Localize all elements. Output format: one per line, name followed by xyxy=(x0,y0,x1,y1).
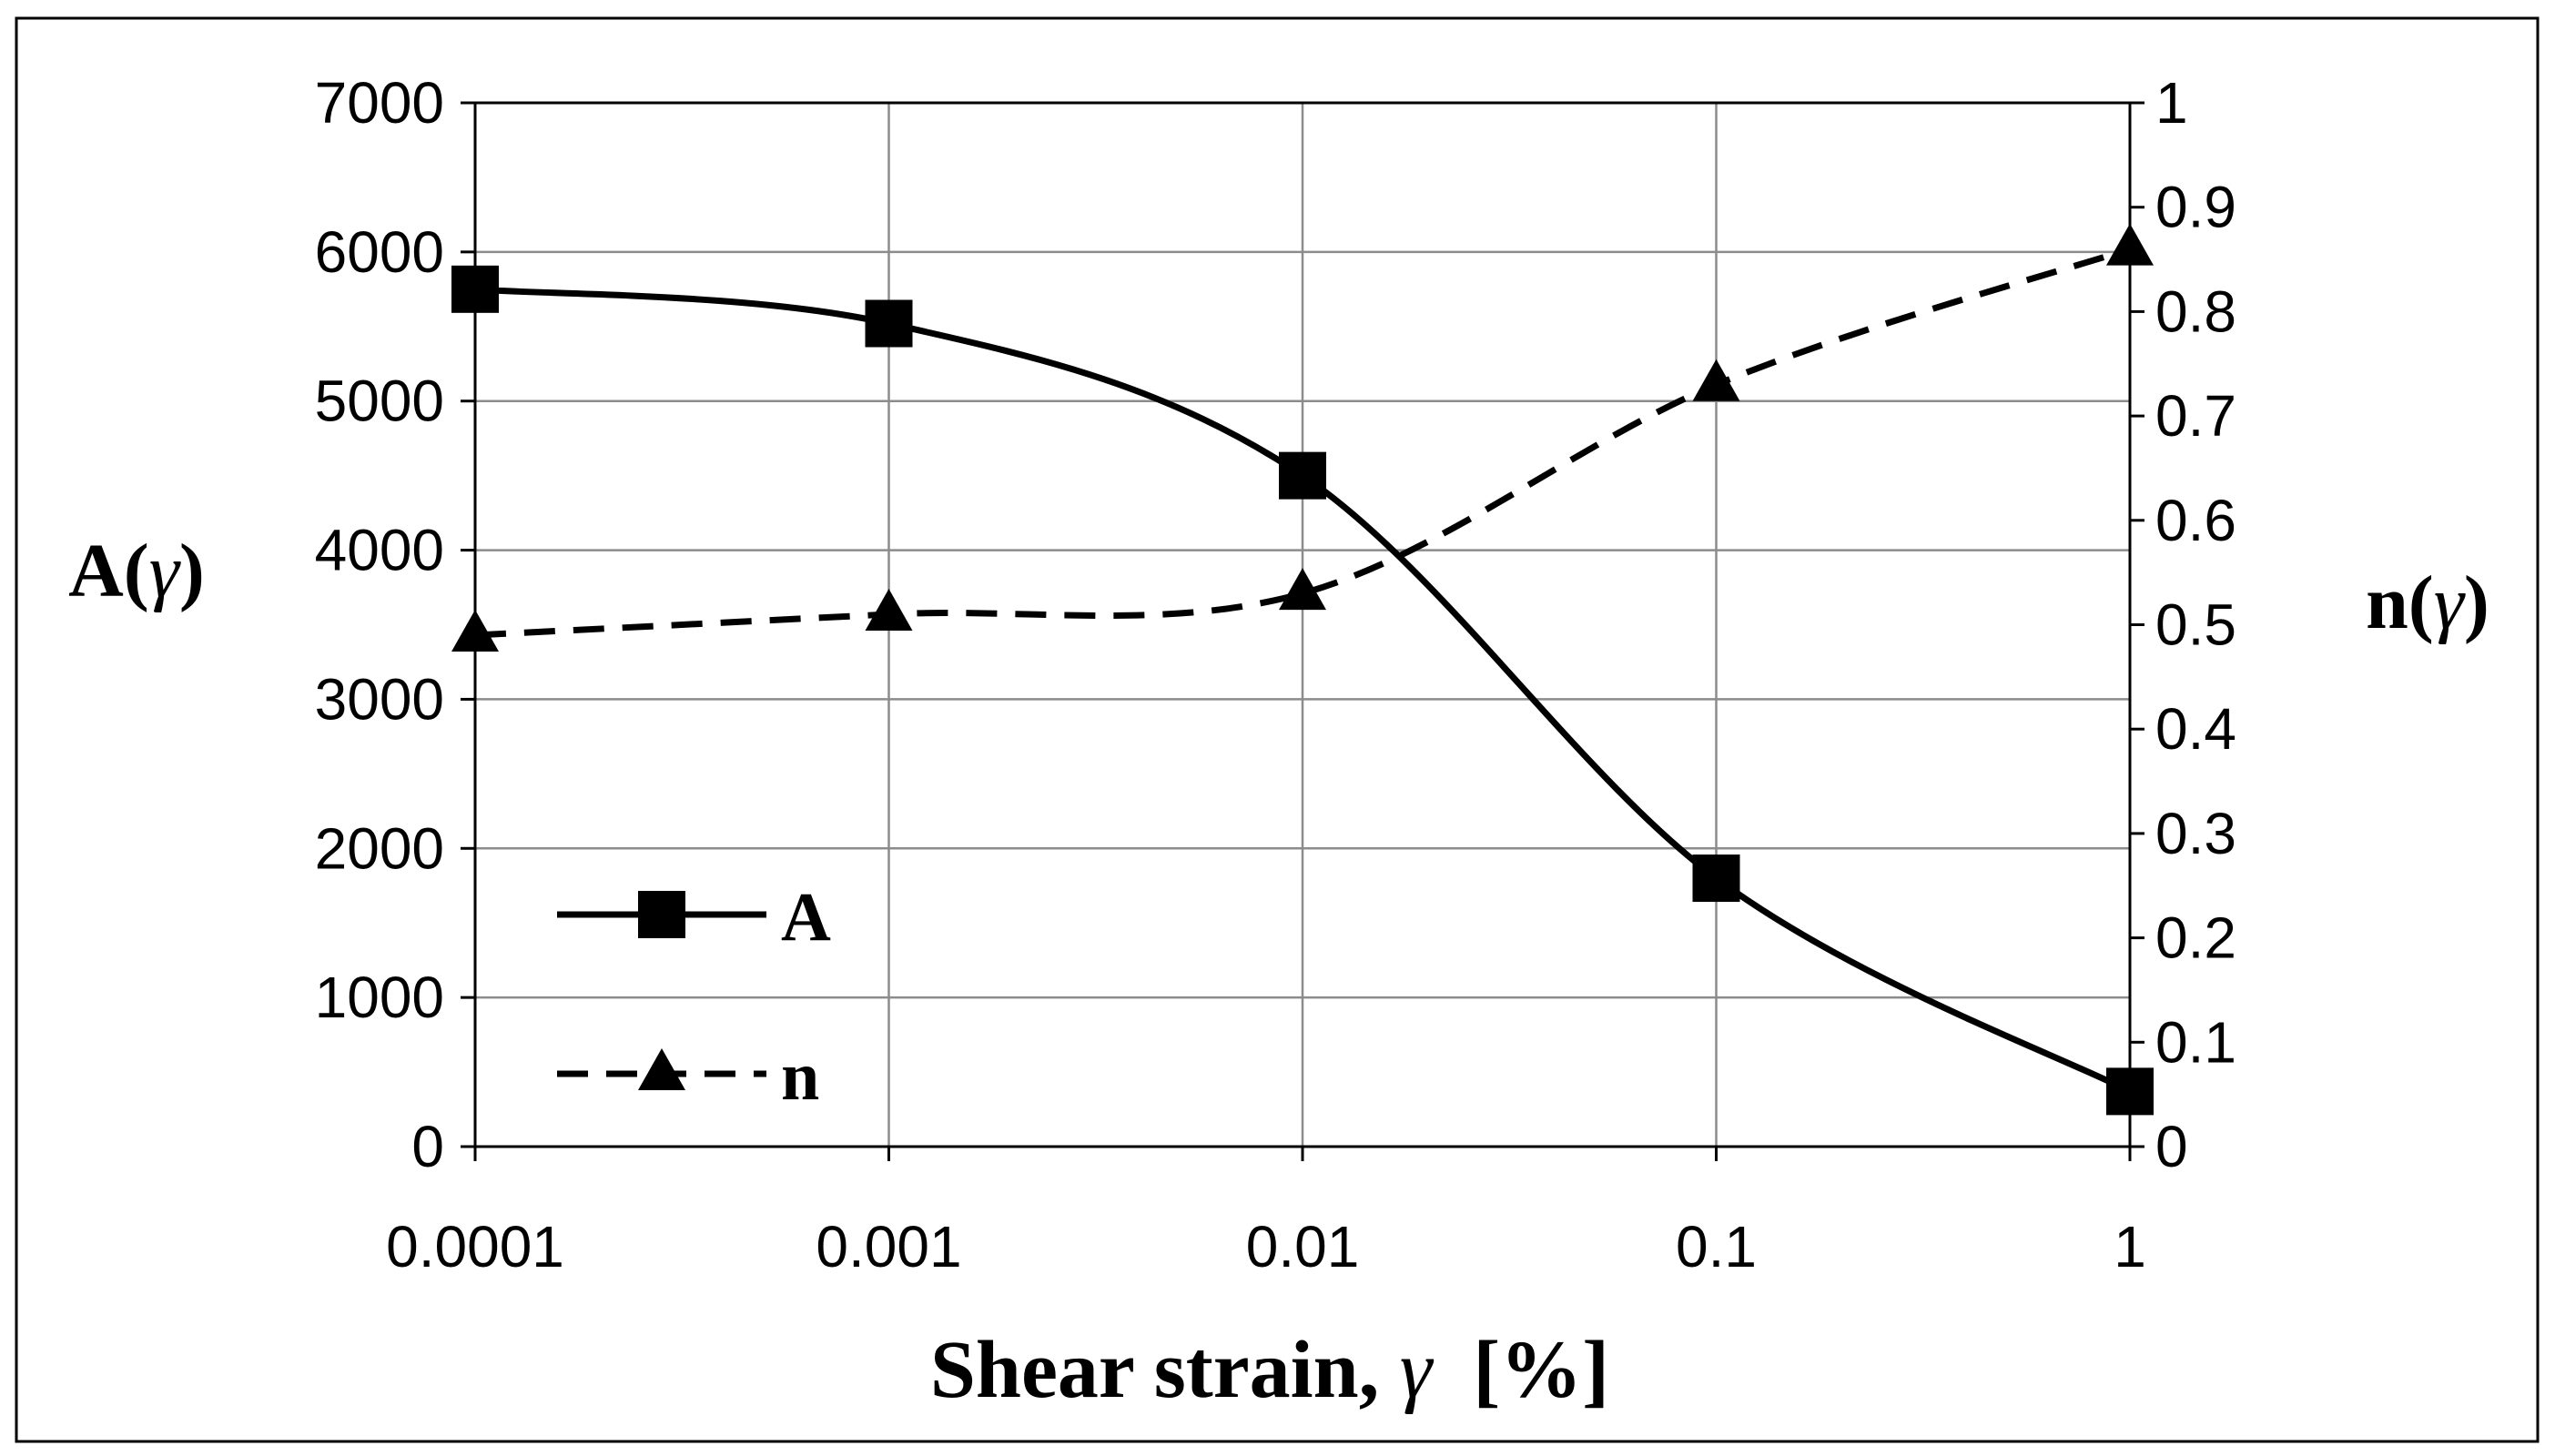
left-axis-title-suffix: ) xyxy=(179,529,205,613)
right-tick-label-5: 0.5 xyxy=(2155,592,2236,658)
series-A-point-4 xyxy=(2106,1067,2154,1116)
left-tick-label-3: 3000 xyxy=(315,666,444,732)
right-tick-label-7: 0.7 xyxy=(2155,383,2236,449)
right-tick-label-9: 0.9 xyxy=(2155,175,2236,240)
x-tick-label-4: 1 xyxy=(2114,1214,2146,1279)
x-axis-ticks: 0.0001 0.001 0.01 0.1 1 xyxy=(386,1147,2146,1279)
left-tick-label-5: 5000 xyxy=(315,369,444,434)
left-tick-label-4: 4000 xyxy=(315,518,444,583)
right-axis-title-suffix: ) xyxy=(2464,561,2489,645)
right-axis-title: n(γ) xyxy=(2366,561,2489,645)
series-A-point-3 xyxy=(1692,854,1740,903)
series-n xyxy=(451,223,2154,652)
right-tick-label-1: 0.1 xyxy=(2155,1009,2236,1075)
x-axis-title-prefix: Shear strain, xyxy=(930,1325,1400,1415)
right-tick-label-2: 0.2 xyxy=(2155,905,2236,971)
right-tick-label-8: 0.8 xyxy=(2155,278,2236,344)
series-layer xyxy=(451,223,2154,1116)
right-tick-label-6: 0.6 xyxy=(2155,488,2236,553)
left-tick-label-7: 7000 xyxy=(315,70,444,136)
series-A-point-2 xyxy=(1279,451,1326,500)
series-n-point-2 xyxy=(1279,568,1326,611)
x-axis-title: Shear strain, γ [%] xyxy=(930,1325,1609,1415)
series-n-point-1 xyxy=(865,589,913,632)
right-tick-label-3: 0.3 xyxy=(2155,801,2236,866)
x-axis-title-symbol: γ xyxy=(1400,1325,1435,1415)
right-tick-label-0: 0 xyxy=(2155,1114,2188,1179)
series-n-point-0 xyxy=(451,609,499,652)
left-tick-label-0: 0 xyxy=(411,1114,444,1179)
series-A-point-1 xyxy=(865,299,913,348)
right-axis-title-prefix: n( xyxy=(2366,561,2434,645)
legend-label-A: A xyxy=(781,879,831,956)
series-A-point-0 xyxy=(451,265,499,313)
series-A xyxy=(451,265,2154,1116)
x-tick-label-0: 0.0001 xyxy=(386,1214,564,1279)
x-tick-label-1: 0.001 xyxy=(816,1214,961,1279)
legend-label-n: n xyxy=(781,1038,819,1115)
left-axis-title-symbol: γ xyxy=(149,529,181,613)
left-tick-label-6: 6000 xyxy=(315,219,444,285)
legend-marker-A xyxy=(638,891,685,938)
x-tick-label-3: 0.1 xyxy=(1676,1214,1757,1279)
series-n-point-4 xyxy=(2106,223,2154,266)
right-axis-ticks: 0 0.1 0.2 0.3 0.4 0.5 0.6 0.7 0.8 0.9 1 xyxy=(2130,70,2236,1179)
right-axis-title-symbol: γ xyxy=(2434,561,2466,645)
right-tick-label-10: 1 xyxy=(2155,70,2188,136)
left-axis-title: A(γ) xyxy=(68,529,205,613)
legend-marker-n xyxy=(638,1048,685,1090)
x-tick-label-2: 0.01 xyxy=(1246,1214,1360,1279)
series-n-line xyxy=(474,246,2132,639)
legend: An xyxy=(557,879,831,1115)
left-tick-label-1: 1000 xyxy=(315,965,444,1030)
left-axis-title-prefix: A( xyxy=(68,529,149,613)
left-tick-label-2: 2000 xyxy=(315,815,444,881)
x-axis-title-suffix: [%] xyxy=(1432,1325,1609,1415)
left-axis-ticks: 0 1000 2000 3000 4000 5000 6000 7000 xyxy=(315,70,475,1179)
right-tick-label-4: 0.4 xyxy=(2155,696,2236,762)
series-n-point-3 xyxy=(1692,359,1740,401)
